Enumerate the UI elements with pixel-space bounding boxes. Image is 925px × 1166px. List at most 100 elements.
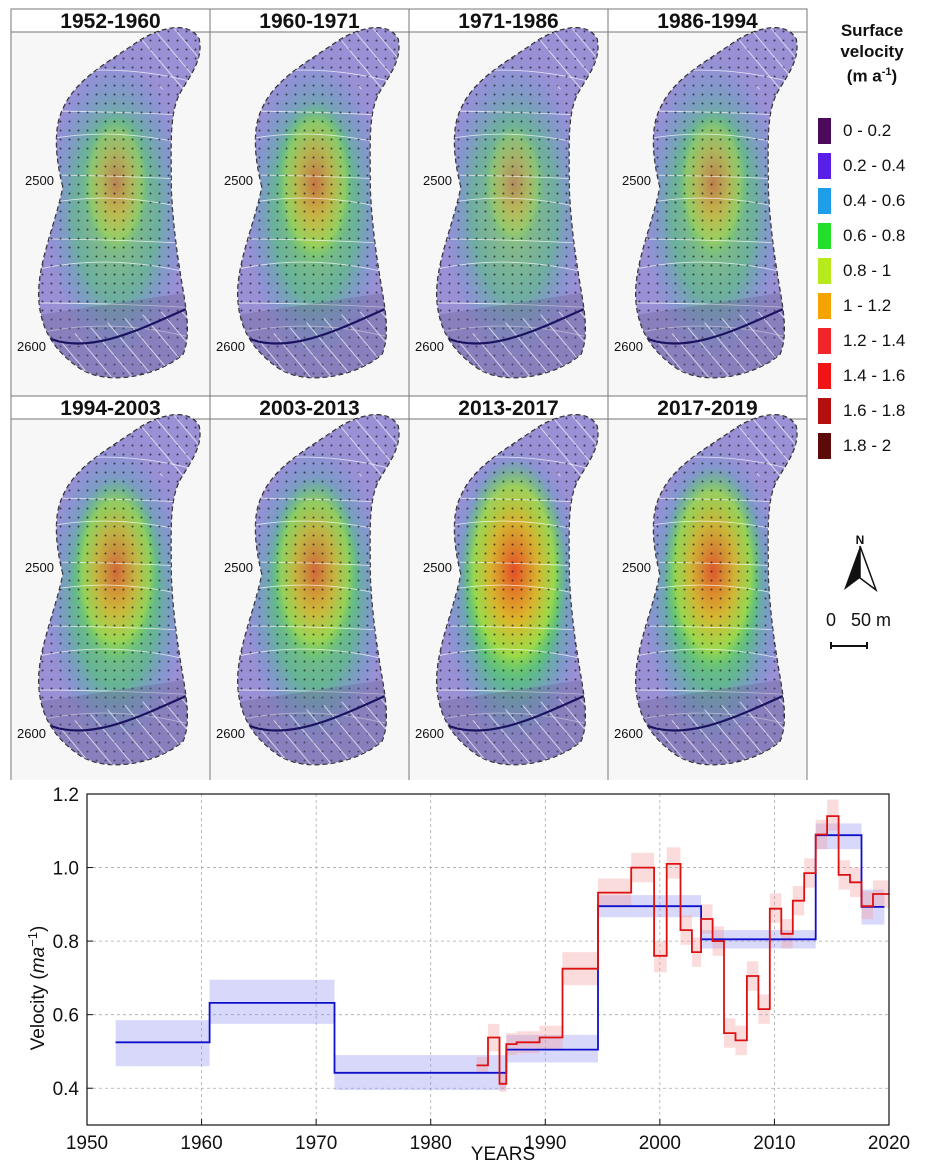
legend-item: 1 - 1.2 <box>818 292 891 319</box>
legend-label: 1.2 - 1.4 <box>843 330 906 350</box>
x-axis-label: YEARS <box>471 1144 535 1165</box>
error-band <box>506 1034 598 1063</box>
map-panel: 1994-2003 2500 2600 <box>10 395 211 780</box>
legend-label: 1.8 - 2 <box>843 435 892 455</box>
error-band <box>499 1073 507 1092</box>
legend-label: 0.4 - 0.6 <box>843 190 906 210</box>
north-label: N <box>856 533 865 547</box>
legend-label: 0 - 0.2 <box>843 120 892 140</box>
legend-title-line-2: velocity <box>840 42 904 61</box>
legend-swatch <box>818 257 831 284</box>
y-tick-label: 1.2 <box>53 785 79 806</box>
legend-label: 1 - 1.2 <box>843 295 892 315</box>
legend-item: 1.8 - 2 <box>818 432 891 459</box>
error-band <box>861 891 873 920</box>
contour-label-lower: 2600 <box>216 339 245 354</box>
legend-label: 0.6 - 0.8 <box>843 225 906 245</box>
x-tick-label: 2010 <box>753 1133 795 1154</box>
map-panel-title: 2003-2013 <box>259 397 359 420</box>
legend-swatch <box>818 152 831 179</box>
contour-label-lower: 2600 <box>415 339 444 354</box>
map-panel-title: 1994-2003 <box>60 397 160 420</box>
legend-swatch <box>818 327 831 354</box>
chart-grid <box>87 794 889 1125</box>
x-tick-label: 1960 <box>180 1133 222 1154</box>
map-panel-title: 1952-1960 <box>60 10 160 33</box>
error-band <box>654 941 667 973</box>
x-tick-label: 2020 <box>868 1133 910 1154</box>
legend-swatch <box>818 432 831 459</box>
chart-series-lines <box>115 815 889 1085</box>
legend-swatch <box>818 222 831 249</box>
legend-swatch <box>818 362 831 389</box>
scale-label: 0 50 m <box>826 610 892 630</box>
contour-label-upper: 2500 <box>423 560 452 575</box>
contour-label-upper: 2500 <box>224 173 253 188</box>
legend-item: 0 - 0.2 <box>818 117 891 144</box>
legend-title: Surface velocity (m a-1) <box>822 20 922 87</box>
contour-label-upper: 2500 <box>423 173 452 188</box>
contour-label-lower: 2600 <box>216 726 245 741</box>
contour-label-lower: 2600 <box>614 726 643 741</box>
error-band <box>209 979 335 1024</box>
legend-title-line-1: Surface <box>840 21 904 40</box>
map-panel: 1952-1960 2500 2600 <box>10 8 211 397</box>
chart-error-bands <box>115 799 889 1092</box>
contour-label-lower: 2600 <box>17 339 46 354</box>
legend-label: 0.2 - 0.4 <box>843 155 906 175</box>
x-tick-label: 1950 <box>66 1133 108 1154</box>
velocity-legend: Surface velocity (m a-1) 0 - 0.2 0.2 - 0.… <box>812 0 925 790</box>
chart-axes <box>86 793 890 1126</box>
chart-tick-labels: 1950 1960 1970 1980 1990 2000 2010 2020 0.4 0.6 0.… <box>53 785 911 1154</box>
x-tick-label: 2000 <box>639 1133 681 1154</box>
legend-item: 1.6 - 1.8 <box>818 397 905 424</box>
map-panel: 1971-1986 2500 2600 <box>408 8 609 397</box>
y-tick-label: 0.6 <box>53 1006 79 1027</box>
legend-item: 0.8 - 1 <box>818 257 891 284</box>
map-panel: 1960-1971 2500 2600 <box>209 8 410 397</box>
map-panel: 2013-2017 2500 2600 <box>408 395 609 780</box>
error-band <box>827 799 839 831</box>
contour-label-upper: 2500 <box>622 173 651 188</box>
map-panel: 2017-2019 2500 2600 <box>607 395 808 780</box>
y-tick-label: 1.0 <box>53 859 79 880</box>
map-panel-title: 1960-1971 <box>259 10 360 33</box>
x-tick-label: 1980 <box>410 1133 452 1154</box>
legend-item: 0.6 - 0.8 <box>818 222 905 249</box>
y-axis-label: Velocity (ma−1) <box>25 926 50 1051</box>
scale-bar-icon <box>830 642 868 649</box>
y-tick-label: 0.8 <box>53 932 79 953</box>
series-line-1 <box>476 815 889 1085</box>
legend-swatch <box>818 397 831 424</box>
legend-swatch <box>818 292 831 319</box>
contour-label-lower: 2600 <box>614 339 643 354</box>
y-tick-label: 0.4 <box>53 1079 80 1100</box>
map-panel: 2003-2013 2500 2600 <box>209 395 410 780</box>
x-tick-label: 1990 <box>524 1133 566 1154</box>
error-band <box>666 847 681 879</box>
contour-label-lower: 2600 <box>17 726 46 741</box>
legend-item: 1.4 - 1.6 <box>818 362 905 389</box>
legend-item: 0.4 - 0.6 <box>818 187 905 214</box>
x-tick-label: 1970 <box>295 1133 337 1154</box>
map-panel-title: 2013-2017 <box>458 397 558 420</box>
legend-label: 0.8 - 1 <box>843 260 892 280</box>
velocity-time-series-chart: 1950 1960 1970 1980 1990 2000 2010 2020 0.4 0.6 0.… <box>25 785 911 1165</box>
legend-item: 0.2 - 0.4 <box>818 152 905 179</box>
legend-swatch <box>818 187 831 214</box>
contour-label-upper: 2500 <box>25 173 54 188</box>
legend-label: 1.6 - 1.8 <box>843 400 906 420</box>
map-panel-title: 1986-1994 <box>657 10 758 33</box>
legend-swatch <box>818 117 831 144</box>
velocity-map-grid: 1952-1960250026001960-1971250026001971-1… <box>10 8 808 780</box>
legend-item: 1.2 - 1.4 <box>818 327 905 354</box>
contour-label-upper: 2500 <box>622 560 651 575</box>
contour-label-lower: 2600 <box>415 726 444 741</box>
contour-label-upper: 2500 <box>25 560 54 575</box>
legend-label: 1.4 - 1.6 <box>843 365 906 385</box>
map-panel: 1986-1994 2500 2600 <box>607 8 808 397</box>
contour-label-upper: 2500 <box>224 560 253 575</box>
map-panel-title: 1971-1986 <box>458 10 558 33</box>
legend-unit: (m a-1) <box>846 66 898 86</box>
map-panel-title: 2017-2019 <box>657 397 757 420</box>
